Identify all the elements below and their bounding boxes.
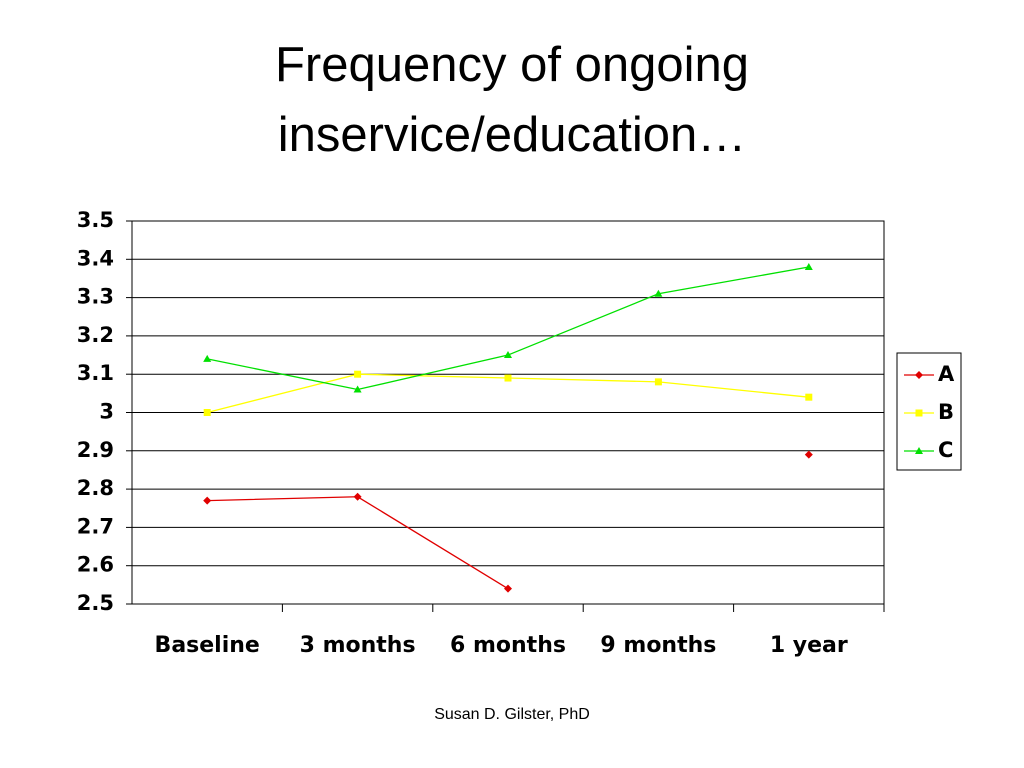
y-tick-label: 2.9 (77, 438, 114, 462)
marker (915, 409, 923, 417)
y-tick-label: 2.8 (77, 476, 114, 500)
legend-label: A (938, 362, 955, 386)
y-tick-label: 3 (99, 400, 114, 424)
footer: Susan D. Gilster, PhD (434, 706, 590, 723)
y-tick-label: 2.5 (77, 591, 114, 615)
x-tick-label: 1 year (770, 633, 848, 658)
y-tick-label: 2.6 (77, 553, 114, 577)
x-tick-label: 6 months (450, 633, 566, 658)
marker (504, 374, 512, 382)
marker (654, 289, 663, 297)
y-tick-label: 3.3 (77, 285, 114, 309)
series-line (207, 266, 809, 391)
y-tick-label: 3.4 (77, 246, 114, 270)
chart-title: Frequency of ongoing inservice/education… (275, 38, 749, 162)
marker (804, 262, 813, 270)
marker (804, 450, 813, 459)
legend: ABC (896, 352, 962, 471)
y-tick-label: 2.7 (77, 514, 114, 538)
chart: 2.5 2.6 2.7 2.8 2.9 3 3.1 3.2 3.3 3.4 3.5 Baseline 3… (77, 208, 962, 658)
marker (915, 447, 923, 454)
marker (805, 393, 813, 401)
marker (504, 584, 512, 593)
marker (203, 354, 212, 362)
x-tick-label: 9 months (600, 633, 716, 658)
marker (203, 409, 211, 416)
legend-label: B (938, 400, 954, 424)
x-tick-label: 3 months (300, 633, 416, 658)
legend-label: C (938, 438, 953, 462)
marker (654, 378, 662, 386)
y-tick-label: 3.5 (77, 208, 114, 232)
series-line (207, 455, 809, 589)
y-tick-label: 3.2 (77, 323, 114, 347)
marker (504, 351, 512, 359)
marker (353, 385, 362, 393)
marker (353, 492, 362, 501)
marker (203, 496, 212, 505)
x-tick-label: Baseline (155, 633, 260, 658)
marker (354, 370, 362, 378)
marker (915, 371, 923, 379)
y-tick-label: 3.1 (77, 361, 114, 385)
